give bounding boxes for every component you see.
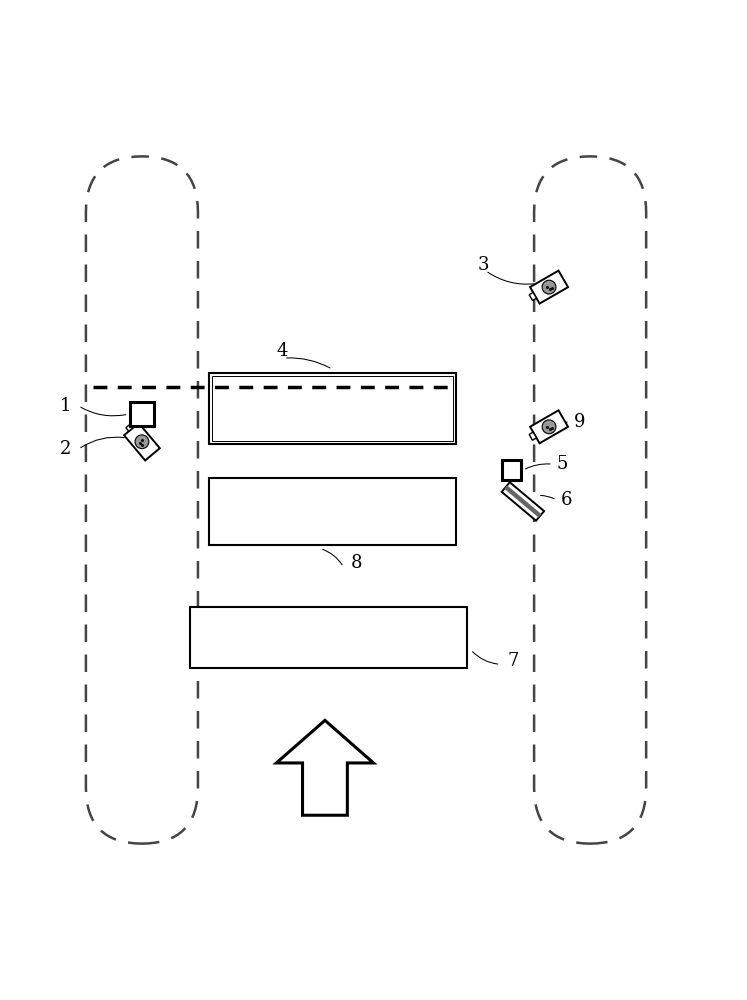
Bar — [190, 607, 467, 668]
Circle shape — [135, 435, 149, 449]
Bar — [209, 373, 456, 444]
Text: 2: 2 — [60, 440, 71, 458]
Polygon shape — [530, 271, 568, 304]
Polygon shape — [529, 292, 536, 301]
Text: 5: 5 — [557, 455, 568, 473]
Text: 6: 6 — [560, 491, 571, 509]
Text: 3: 3 — [478, 256, 489, 274]
Bar — [130, 402, 154, 426]
Text: 8: 8 — [351, 554, 362, 572]
Circle shape — [542, 280, 556, 294]
Polygon shape — [124, 423, 160, 460]
Polygon shape — [502, 482, 544, 521]
Polygon shape — [504, 485, 542, 518]
Polygon shape — [529, 432, 536, 440]
Circle shape — [542, 420, 556, 434]
Bar — [212, 376, 453, 441]
Bar — [209, 478, 456, 545]
Polygon shape — [276, 720, 374, 815]
Text: 4: 4 — [276, 342, 288, 360]
Text: 1: 1 — [60, 397, 71, 415]
Polygon shape — [125, 423, 134, 431]
Text: 9: 9 — [574, 413, 585, 431]
Text: 7: 7 — [508, 652, 519, 670]
Polygon shape — [530, 410, 568, 443]
Bar — [502, 460, 521, 480]
